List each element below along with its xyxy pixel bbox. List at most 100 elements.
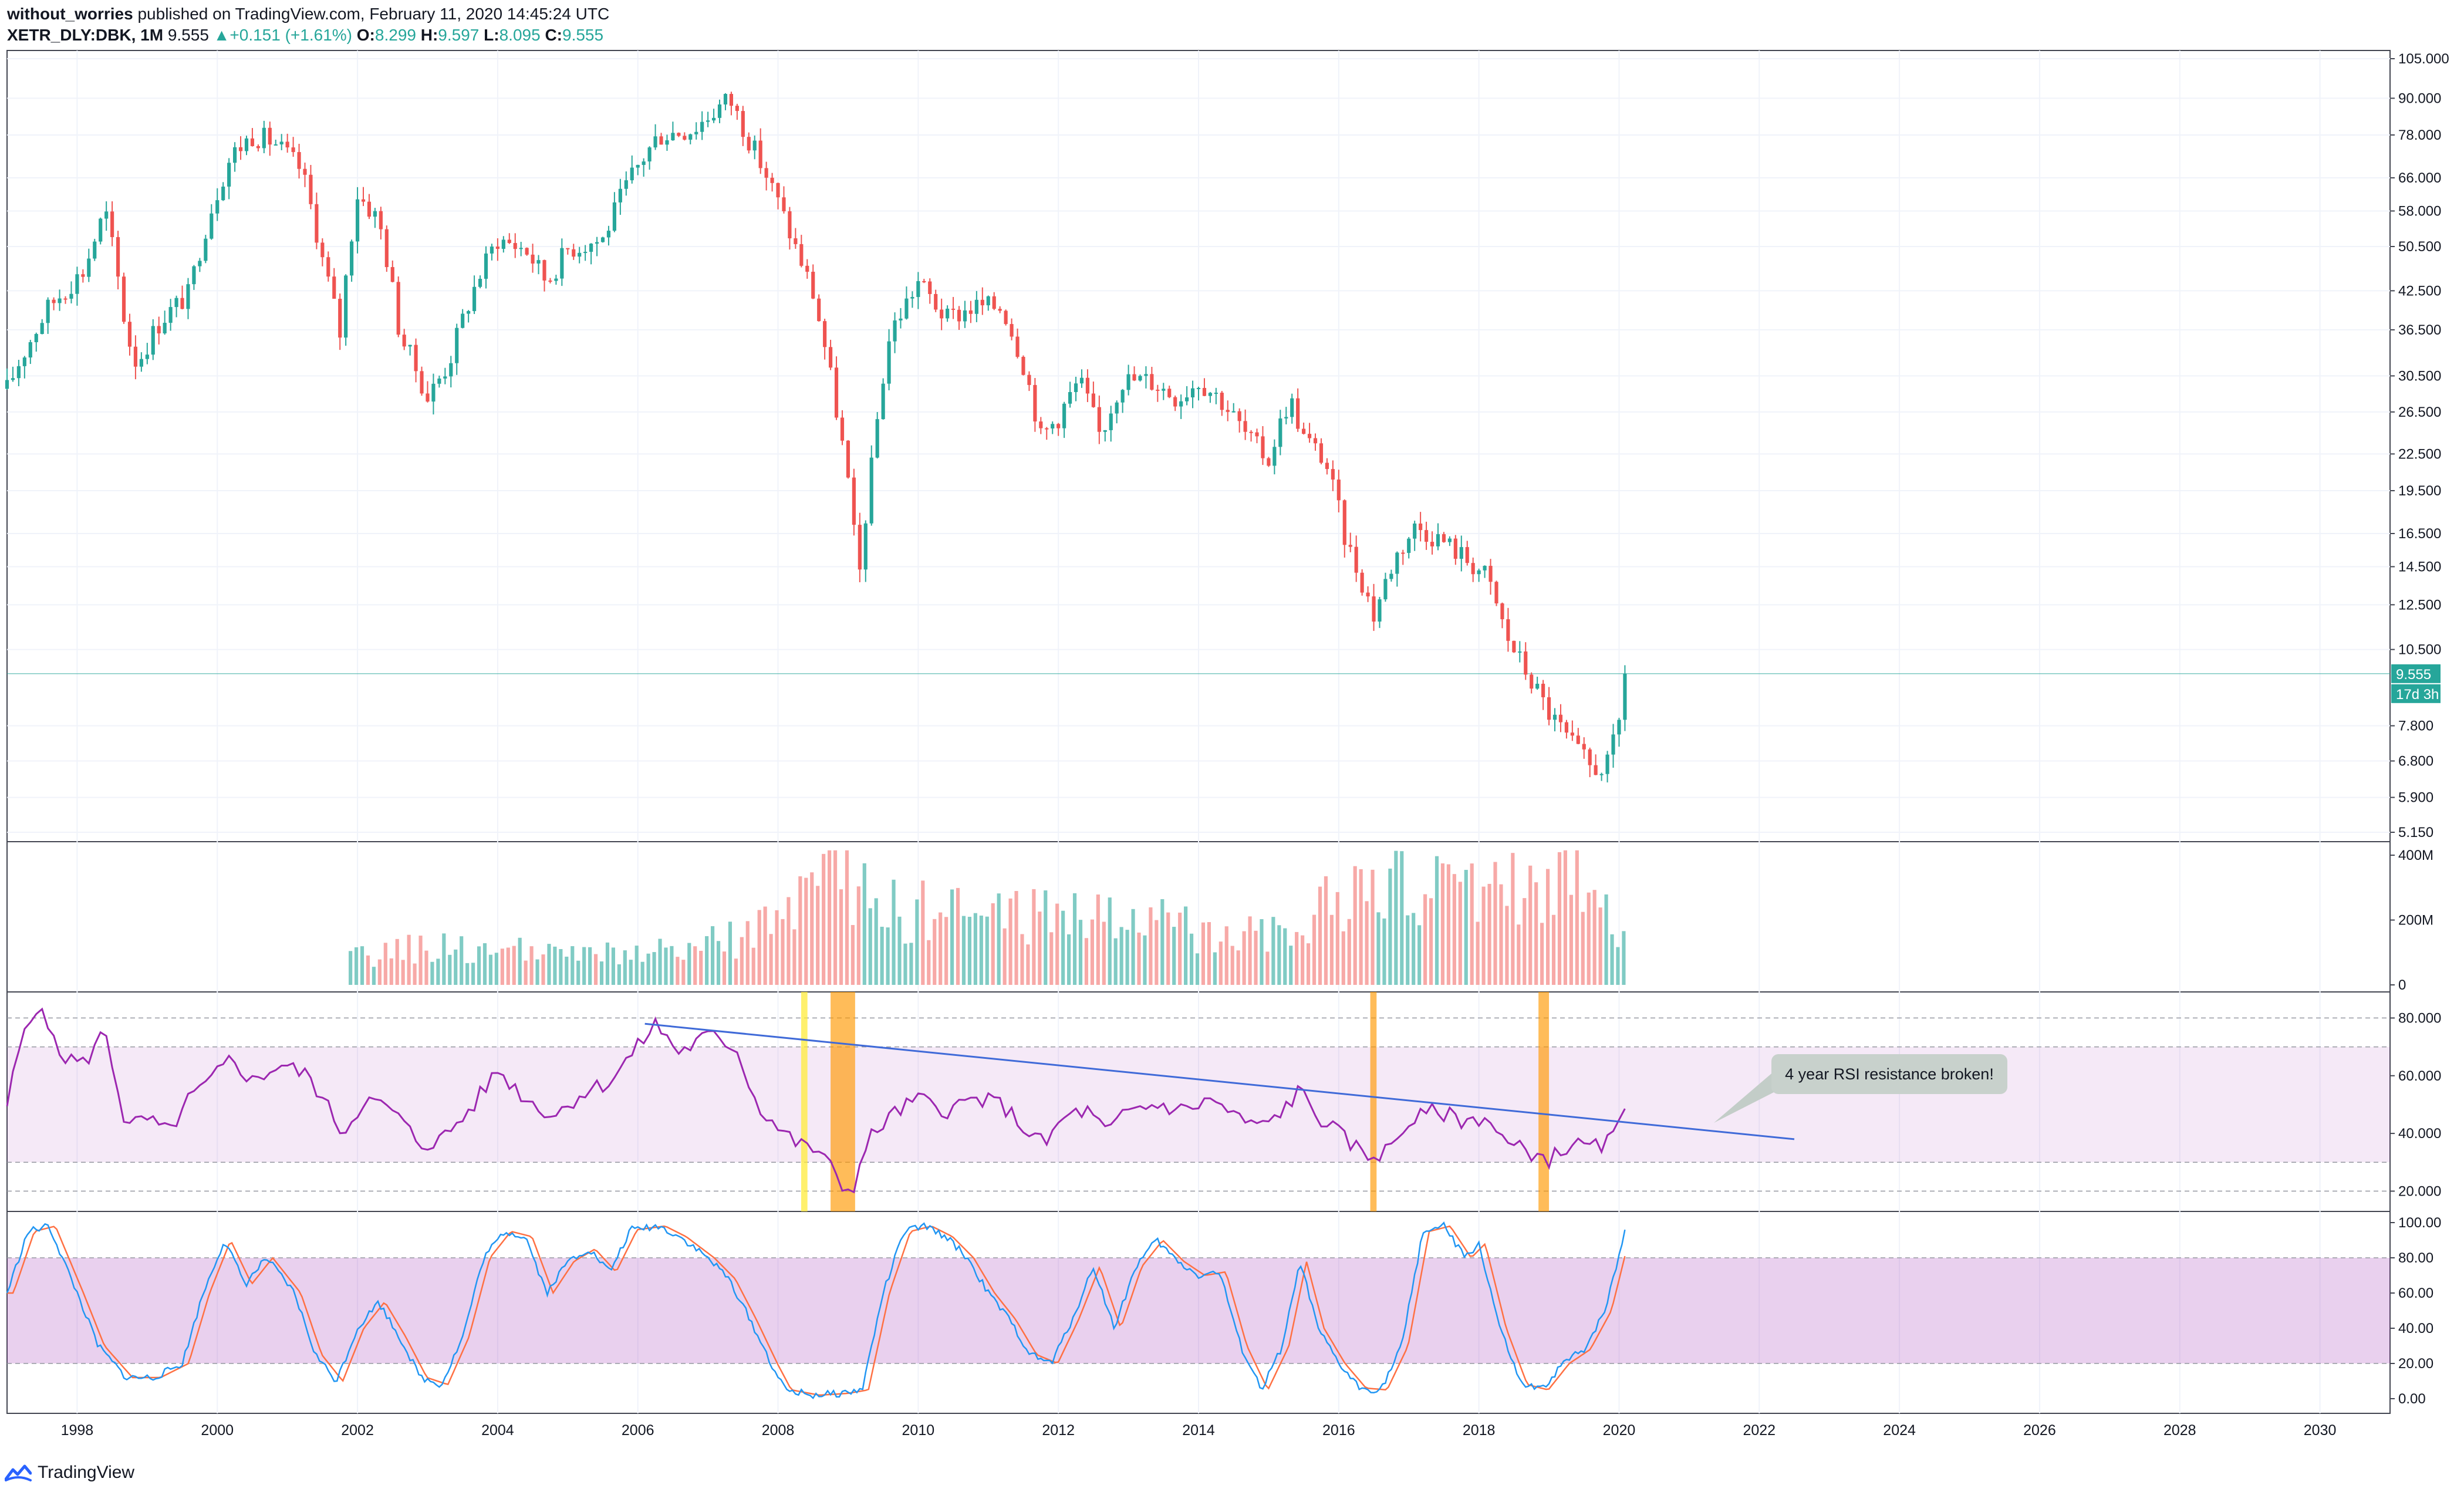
candle-body bbox=[799, 244, 804, 266]
candle-body bbox=[735, 106, 739, 112]
stoch-k-line bbox=[6, 1221, 1626, 1400]
volume-bar bbox=[1382, 918, 1386, 985]
rsi-tick-label: 20.000 bbox=[2398, 1183, 2441, 1199]
candle-body bbox=[612, 202, 616, 231]
candle-body bbox=[443, 376, 447, 379]
volume-bar bbox=[1260, 919, 1264, 985]
candle-body bbox=[1570, 733, 1574, 736]
candle-body bbox=[1120, 390, 1125, 403]
volume-bar bbox=[798, 876, 802, 985]
author-name[interactable]: without_worries bbox=[7, 5, 133, 23]
volume-bar bbox=[1423, 894, 1427, 985]
volume-bar bbox=[413, 963, 417, 985]
volume-bar bbox=[565, 956, 569, 985]
volume-bar bbox=[1592, 890, 1596, 985]
candle-body bbox=[998, 309, 1002, 311]
candle-body bbox=[1021, 356, 1025, 375]
volume-bar bbox=[535, 959, 539, 985]
volume-tick-label: 200M bbox=[2398, 913, 2433, 929]
volume-bar bbox=[950, 889, 954, 985]
candle-body bbox=[1383, 579, 1388, 600]
volume-bar bbox=[1131, 909, 1135, 985]
volume-tick-label: 400M bbox=[2398, 848, 2433, 863]
low-value: 8.095 bbox=[499, 26, 541, 44]
volume-bar bbox=[471, 963, 475, 985]
volume-bar bbox=[658, 939, 662, 985]
volume-bar bbox=[424, 950, 428, 985]
candle-body bbox=[1074, 383, 1078, 392]
candle-body bbox=[1605, 754, 1609, 774]
candle-body bbox=[1249, 431, 1253, 433]
volume-bar bbox=[1312, 914, 1317, 985]
volume-bar bbox=[967, 916, 972, 985]
highlight-zone bbox=[801, 992, 808, 1211]
volume-bar bbox=[488, 954, 493, 985]
candle-body bbox=[1284, 417, 1288, 418]
volume-bar bbox=[1102, 921, 1106, 985]
volume-bar bbox=[979, 915, 983, 985]
volume-bar bbox=[1610, 934, 1614, 985]
volume-bar bbox=[1283, 928, 1287, 985]
price-tick-label: 42.500 bbox=[2398, 283, 2441, 299]
gridlines bbox=[7, 50, 2390, 1413]
candle-body bbox=[1494, 582, 1498, 604]
candle-body bbox=[238, 147, 243, 151]
volume-bar bbox=[1446, 864, 1450, 985]
candle-body bbox=[1091, 393, 1095, 407]
volume-bar bbox=[442, 933, 446, 985]
volume-bar bbox=[1277, 925, 1281, 985]
y-axis-labels: 105.000 90.000 78.000 66.000 58.000 50.500 42.… bbox=[2390, 51, 2449, 1407]
volume-bar bbox=[1505, 906, 1509, 985]
x-tick-label: 2012 bbox=[1042, 1422, 1075, 1439]
candle-body bbox=[706, 120, 710, 122]
volume-bar bbox=[1324, 876, 1328, 985]
candle-body bbox=[467, 311, 471, 314]
volume-bar bbox=[1020, 934, 1024, 985]
candle-body bbox=[1045, 428, 1049, 430]
rsi-annotation[interactable]: 4 year RSI resistance broken! bbox=[1714, 1054, 2007, 1123]
price-tick-label: 26.500 bbox=[2398, 404, 2441, 420]
volume-bar bbox=[822, 853, 826, 985]
volume-bar bbox=[1014, 891, 1018, 985]
candle-body bbox=[1401, 552, 1405, 554]
price-tick-label: 14.500 bbox=[2398, 559, 2441, 575]
candle-body bbox=[1144, 374, 1148, 376]
callout-box bbox=[1771, 1054, 2007, 1094]
volume-bar bbox=[506, 947, 510, 985]
candle-body bbox=[1378, 599, 1382, 622]
candle-body bbox=[1599, 774, 1604, 775]
candle-body bbox=[1190, 388, 1195, 398]
volume-bar bbox=[349, 951, 353, 985]
volume-bar bbox=[366, 955, 370, 985]
candle-body bbox=[741, 111, 745, 137]
candle-body bbox=[624, 180, 628, 189]
footer-brand[interactable]: TradingView bbox=[5, 1459, 134, 1486]
candle-body bbox=[723, 94, 728, 104]
volume-bar bbox=[816, 886, 820, 985]
candle-body bbox=[1483, 566, 1487, 571]
candle-body bbox=[1535, 683, 1540, 689]
candle-body bbox=[1366, 592, 1370, 597]
symbol-label[interactable]: XETR_DLY:DBK, 1M bbox=[7, 26, 164, 44]
candle-body bbox=[1057, 424, 1061, 428]
candle-body bbox=[1243, 421, 1247, 432]
last-price: 9.555 bbox=[167, 26, 209, 44]
volume-bar bbox=[482, 943, 487, 985]
volume-bar bbox=[1318, 886, 1322, 985]
candle-body bbox=[1226, 410, 1230, 412]
candle-body bbox=[1576, 735, 1580, 744]
candle-body bbox=[770, 177, 774, 183]
volume-bar bbox=[1008, 898, 1012, 985]
candle-body bbox=[1518, 651, 1522, 653]
volume-bar bbox=[1038, 912, 1042, 985]
volume-bar bbox=[956, 887, 960, 985]
candle-body bbox=[279, 141, 283, 145]
volume-bar bbox=[1493, 862, 1497, 985]
candle-body bbox=[951, 308, 956, 310]
volume-bar bbox=[1429, 898, 1433, 985]
rsi-highlight-zones bbox=[801, 992, 1550, 1211]
volume-bar bbox=[1587, 892, 1591, 985]
volume-bar bbox=[360, 946, 364, 985]
candle-body bbox=[1126, 374, 1130, 390]
